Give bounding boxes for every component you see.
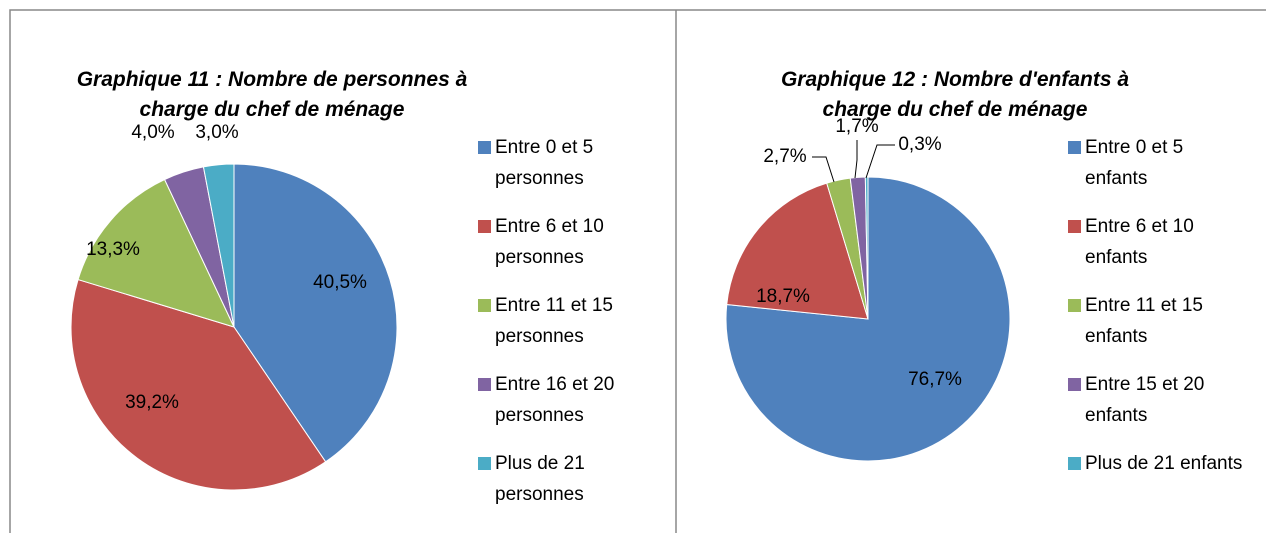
frame (9, 9, 1266, 533)
chart-title: Graphique 12 : Nombre d'enfants à charge… (780, 68, 1130, 121)
leader-line (812, 156, 835, 183)
legend-label: Entre 15 et 20 enfants (1085, 374, 1205, 426)
pie-slice (233, 163, 398, 463)
data-label: 39,2% (125, 392, 179, 413)
data-label: 0,3% (898, 134, 941, 155)
legend-swatch (1068, 141, 1081, 154)
legend-label: Entre 11 et 15 personnes (495, 295, 613, 347)
legend-swatch (1068, 378, 1081, 391)
legend-swatch (1068, 299, 1081, 312)
pie-slice (202, 163, 235, 328)
pie-slice (77, 178, 235, 328)
data-label: 18,7% (756, 286, 810, 307)
pie-slice (70, 278, 327, 491)
legend-swatch (478, 457, 491, 470)
legend-label: Entre 0 et 5 personnes (495, 137, 594, 189)
data-label: 40,5% (313, 272, 367, 293)
legend-label: Plus de 21 personnes (495, 453, 585, 505)
data-label: 3,0% (195, 122, 238, 143)
pie-slice (726, 182, 869, 320)
legend-label: Plus de 21 enfants (1085, 453, 1243, 474)
data-label: 1,7% (835, 116, 878, 137)
legend-label: Entre 11 et 15 enfants (1085, 295, 1203, 347)
legend-swatch (478, 220, 491, 233)
legend-swatch (478, 378, 491, 391)
leader-line (854, 140, 858, 179)
data-label: 4,0% (131, 122, 174, 143)
legend-label: Entre 0 et 5 enfants (1085, 137, 1184, 189)
data-label: 13,3% (86, 239, 140, 260)
legend-label: Entre 16 et 20 personnes (495, 374, 615, 426)
legend-label: Entre 6 et 10 enfants (1085, 216, 1194, 268)
legend-swatch (1068, 457, 1081, 470)
legend-swatch (478, 141, 491, 154)
legend-swatch (478, 299, 491, 312)
data-label: 2,7% (763, 146, 806, 167)
data-label: 76,7% (908, 369, 962, 390)
legend-label: Entre 6 et 10 personnes (495, 216, 604, 268)
leader-line (865, 144, 895, 179)
chart-title: Graphique 11 : Nombre de personnes à cha… (76, 68, 468, 121)
legend-swatch (1068, 220, 1081, 233)
